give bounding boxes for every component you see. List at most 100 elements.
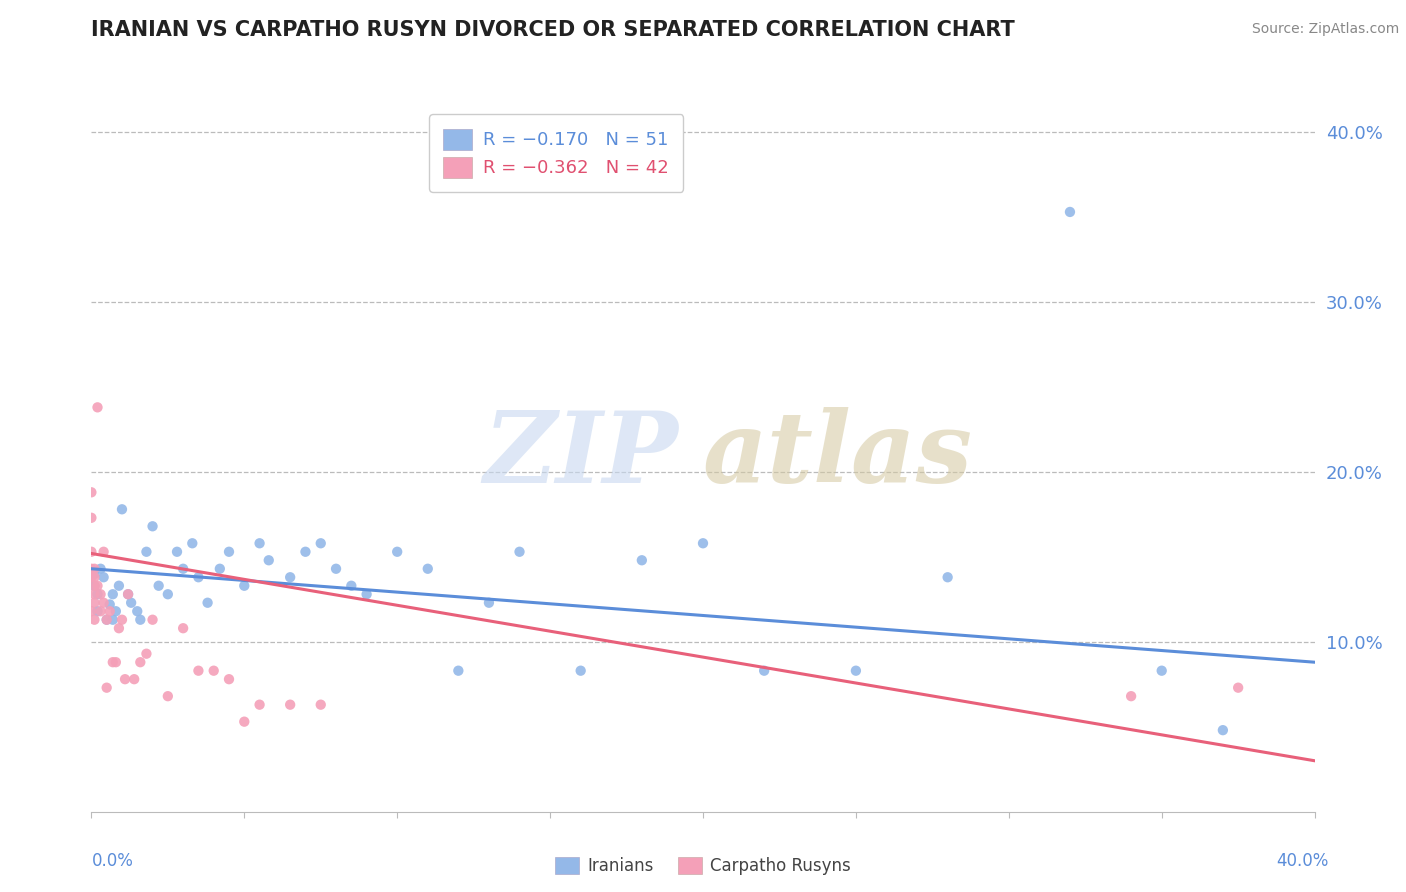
Point xyxy=(80,604,103,618)
Point xyxy=(135,545,157,559)
Point xyxy=(111,613,134,627)
Point xyxy=(278,698,301,712)
Point xyxy=(120,596,142,610)
Point xyxy=(569,664,592,678)
Point xyxy=(93,596,115,610)
Point xyxy=(96,681,118,695)
Point xyxy=(1059,205,1081,219)
Point xyxy=(509,545,531,559)
Point xyxy=(101,587,124,601)
Point xyxy=(117,587,139,601)
Point xyxy=(108,579,131,593)
Point xyxy=(83,587,105,601)
Point xyxy=(385,545,409,559)
Point xyxy=(101,613,124,627)
Point xyxy=(96,613,118,627)
Point xyxy=(233,714,256,729)
Point xyxy=(692,536,714,550)
Point xyxy=(86,401,108,415)
Point xyxy=(86,587,108,601)
Point xyxy=(90,587,112,601)
Point xyxy=(93,570,115,584)
Point xyxy=(187,570,209,584)
Point xyxy=(187,664,209,678)
Point xyxy=(1150,664,1173,678)
Text: ZIP: ZIP xyxy=(484,407,679,503)
Point xyxy=(218,545,240,559)
Point xyxy=(80,545,103,559)
Point xyxy=(104,655,127,669)
Point xyxy=(83,566,105,581)
Point xyxy=(249,698,271,712)
Point xyxy=(83,579,105,593)
Point xyxy=(936,570,959,584)
Point xyxy=(141,519,163,533)
Point xyxy=(83,596,105,610)
Point xyxy=(218,672,240,686)
Point xyxy=(754,664,776,678)
Point xyxy=(416,562,439,576)
Point xyxy=(233,579,256,593)
Point xyxy=(294,545,316,559)
Point xyxy=(83,579,105,593)
Point xyxy=(172,621,194,635)
Point xyxy=(83,562,105,576)
Point xyxy=(80,485,103,500)
Text: Source: ZipAtlas.com: Source: ZipAtlas.com xyxy=(1251,22,1399,37)
Point xyxy=(86,579,108,593)
Text: IRANIAN VS CARPATHO RUSYN DIVORCED OR SEPARATED CORRELATION CHART: IRANIAN VS CARPATHO RUSYN DIVORCED OR SE… xyxy=(91,21,1015,40)
Point xyxy=(1212,723,1234,738)
Point xyxy=(80,562,103,576)
Point xyxy=(83,570,105,584)
Point xyxy=(98,598,121,612)
Point xyxy=(80,570,103,584)
Point xyxy=(127,604,149,618)
Point xyxy=(156,587,179,601)
Point xyxy=(90,562,112,576)
Point xyxy=(83,613,105,627)
Point xyxy=(98,604,121,618)
Point xyxy=(172,562,194,576)
Legend: R = −0.170   N = 51, R = −0.362   N = 42: R = −0.170 N = 51, R = −0.362 N = 42 xyxy=(429,114,683,192)
Point xyxy=(309,698,332,712)
Point xyxy=(309,536,332,550)
Point xyxy=(278,570,301,584)
Point xyxy=(90,604,112,618)
Point xyxy=(141,613,163,627)
Text: 0.0%: 0.0% xyxy=(91,852,134,870)
Point xyxy=(117,587,139,601)
Point xyxy=(108,621,131,635)
Point xyxy=(202,664,225,678)
Point xyxy=(148,579,170,593)
Point xyxy=(104,604,127,618)
Point xyxy=(96,613,118,627)
Point xyxy=(356,587,378,601)
Point xyxy=(208,562,231,576)
Point xyxy=(197,596,219,610)
Point xyxy=(1121,689,1143,703)
Point xyxy=(93,545,115,559)
Point xyxy=(111,502,134,516)
Point xyxy=(122,672,145,686)
Point xyxy=(257,553,280,567)
Point xyxy=(129,655,152,669)
Point xyxy=(80,510,103,524)
Point xyxy=(86,604,108,618)
Point xyxy=(478,596,501,610)
Point xyxy=(447,664,470,678)
Text: 40.0%: 40.0% xyxy=(1277,852,1329,870)
Point xyxy=(1227,681,1250,695)
Legend: Iranians, Carpatho Rusyns: Iranians, Carpatho Rusyns xyxy=(547,849,859,884)
Point xyxy=(340,579,363,593)
Point xyxy=(166,545,188,559)
Point xyxy=(631,553,654,567)
Point xyxy=(249,536,271,550)
Text: atlas: atlas xyxy=(703,407,973,503)
Point xyxy=(845,664,868,678)
Point xyxy=(135,647,157,661)
Point xyxy=(129,613,152,627)
Point xyxy=(114,672,136,686)
Point xyxy=(325,562,347,576)
Point xyxy=(181,536,204,550)
Point xyxy=(156,689,179,703)
